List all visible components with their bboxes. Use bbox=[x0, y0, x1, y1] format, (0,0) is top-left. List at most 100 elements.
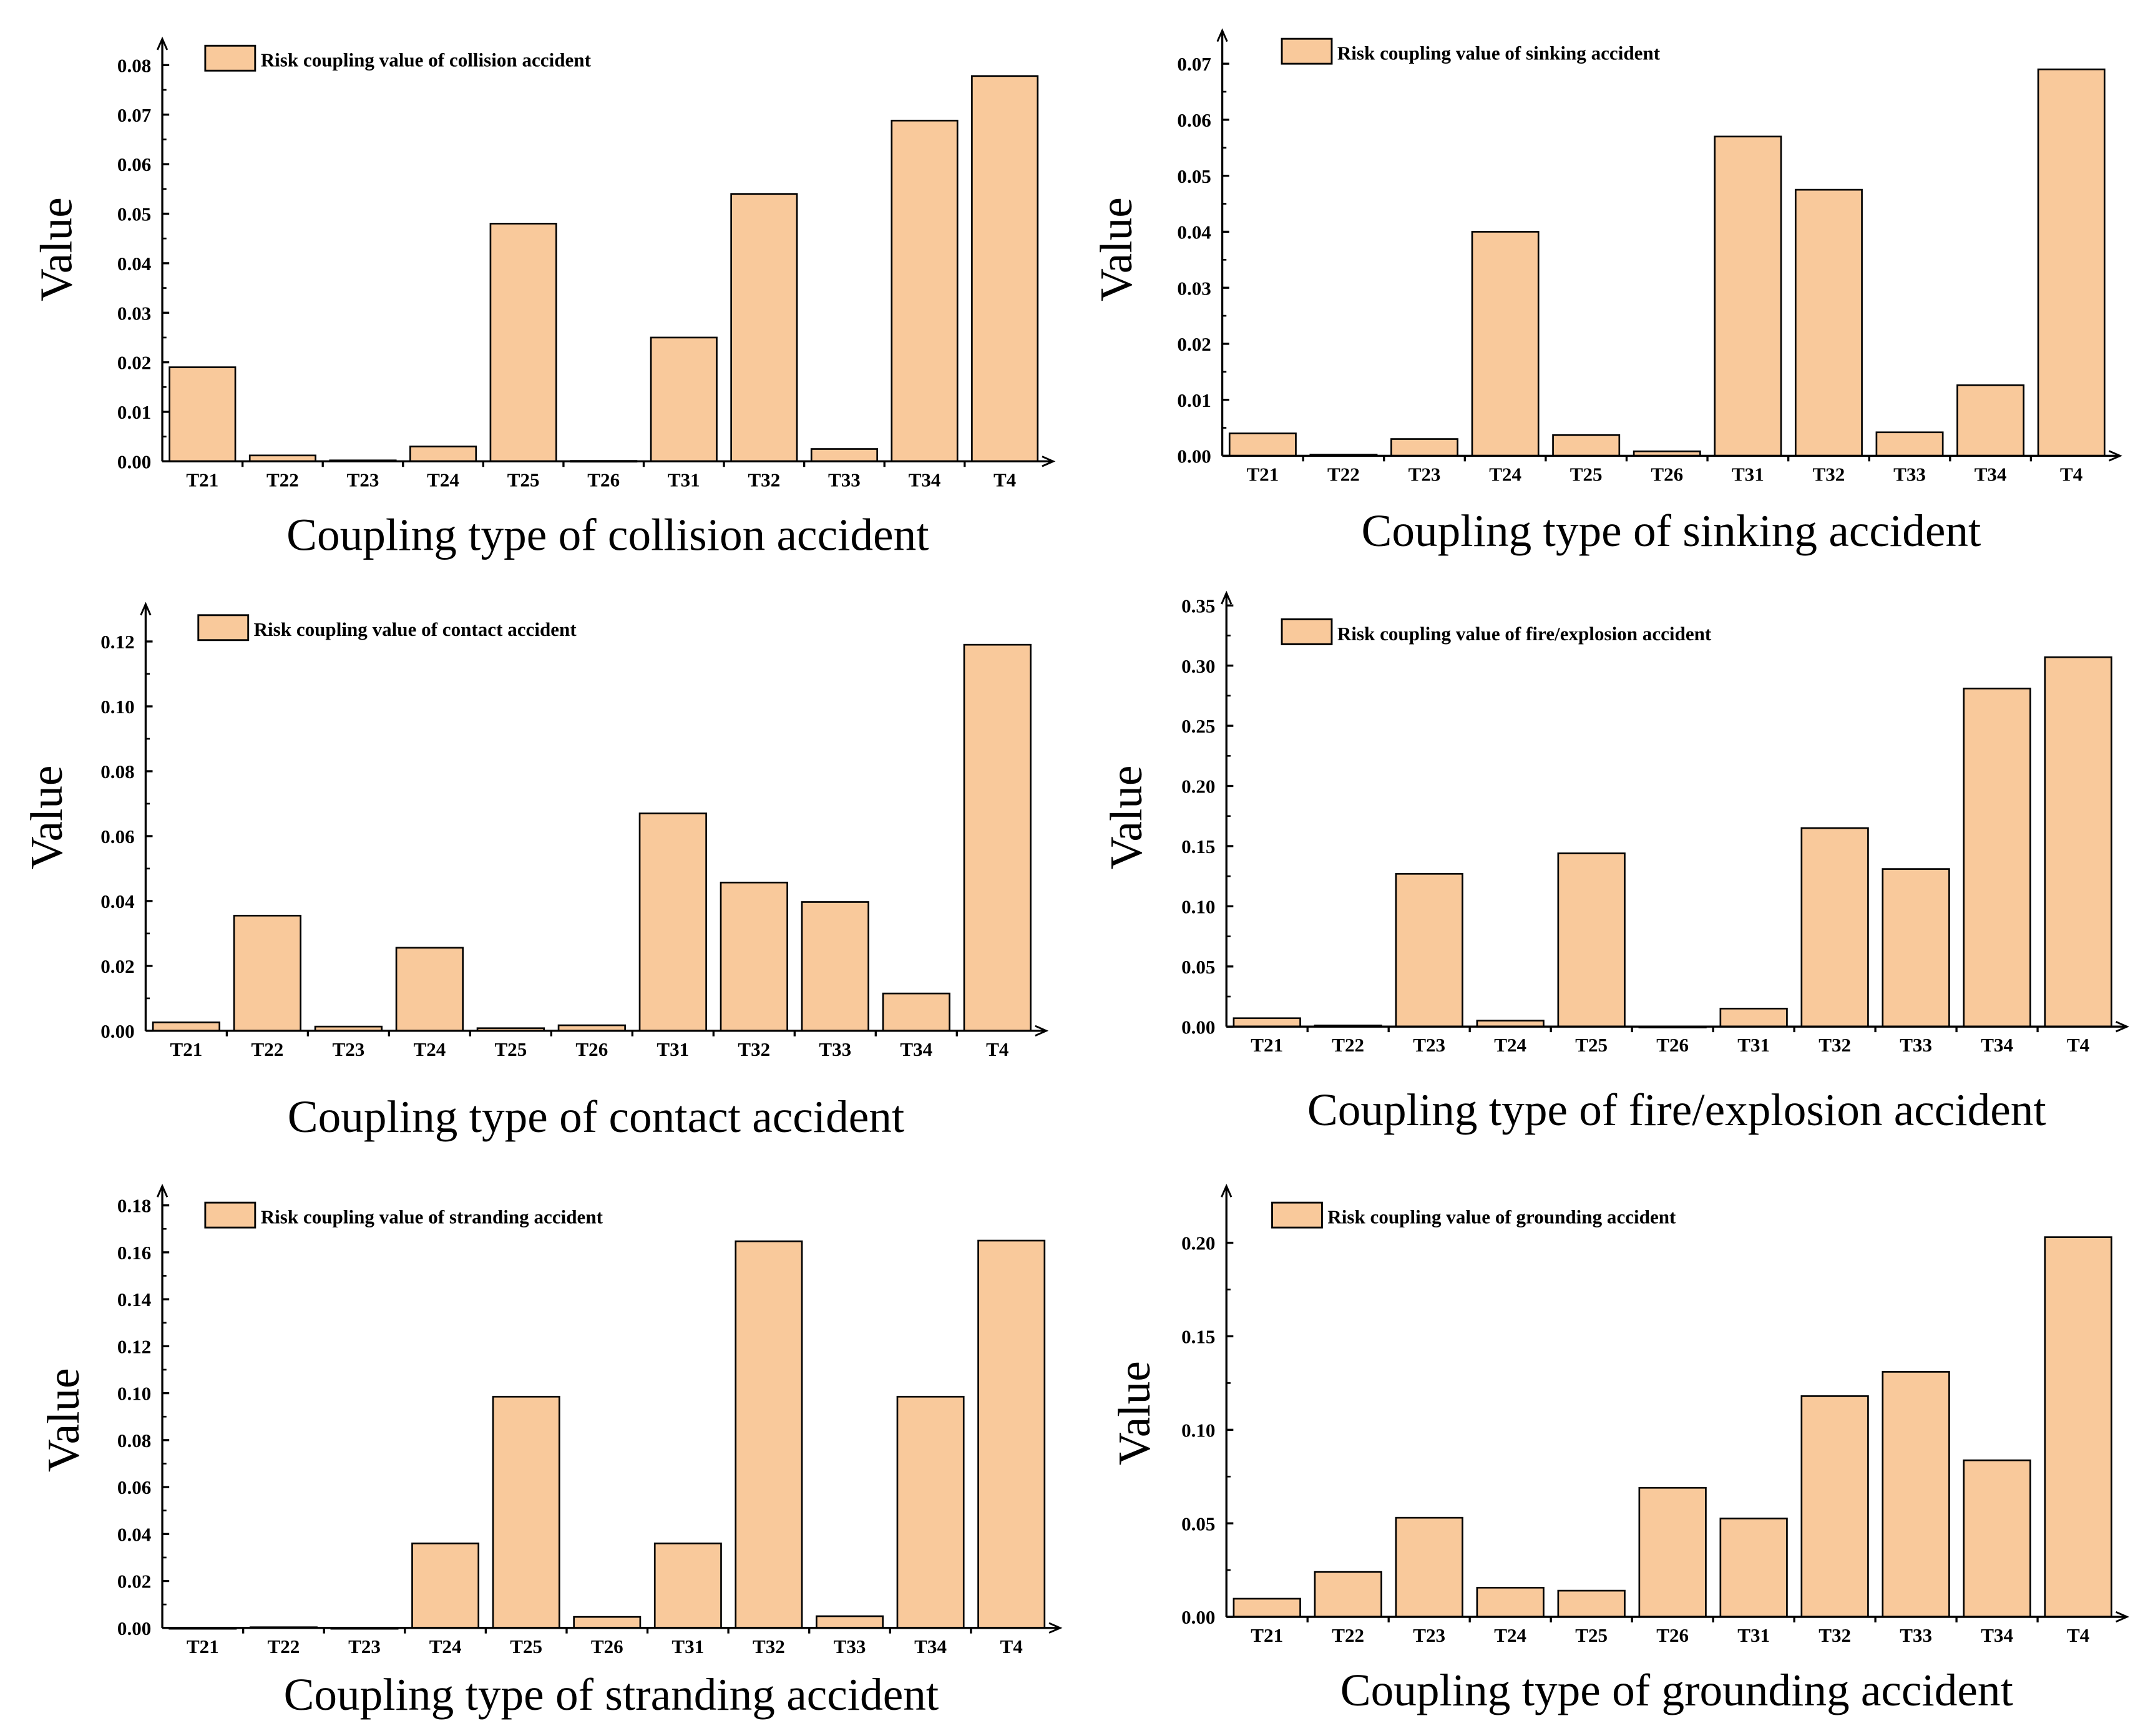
y-axis-arrow-icon bbox=[1216, 28, 1228, 42]
x-axis-title: Coupling type of stranding accident bbox=[284, 1669, 939, 1720]
x-tick-label: T4 bbox=[993, 469, 1016, 490]
bar-T26 bbox=[573, 1616, 642, 1629]
bar-T21 bbox=[1228, 432, 1297, 457]
x-axis-title: Coupling type of contact accident bbox=[288, 1091, 905, 1142]
bar-T21 bbox=[1233, 1017, 1301, 1028]
bar-T22 bbox=[1314, 1571, 1382, 1618]
x-tick-label: T34 bbox=[1981, 1034, 2013, 1056]
x-tick-label: T34 bbox=[909, 469, 941, 490]
x-tick-label: T25 bbox=[507, 469, 540, 490]
x-axis-title: Coupling type of fire/explosion accident bbox=[1307, 1085, 2046, 1135]
y-tick-label: 0.00 bbox=[1181, 1016, 1215, 1038]
y-tick-label: 0.00 bbox=[1177, 446, 1211, 467]
y-axis-arrow-icon bbox=[1221, 590, 1233, 605]
x-tick-label: T22 bbox=[251, 1038, 283, 1060]
bar-T32 bbox=[1800, 827, 1869, 1028]
x-tick-label: T34 bbox=[900, 1038, 932, 1060]
x-tick-label: T23 bbox=[347, 469, 379, 490]
bar-T21 bbox=[168, 366, 237, 462]
legend-label: Risk coupling value of fire/explosion ac… bbox=[1337, 623, 1712, 645]
y-tick-label: 0.06 bbox=[117, 154, 151, 175]
x-tick-label: T32 bbox=[738, 1038, 770, 1060]
y-tick-label: 0.10 bbox=[1181, 1419, 1215, 1441]
chart-panel-5: T21 T22 T23 T24 T25 T26 T31 T32 T33 T34 T4 0.00 0.02… bbox=[38, 1183, 1063, 1720]
y-tick-label: 0.02 bbox=[100, 955, 134, 977]
legend-swatch bbox=[204, 44, 256, 72]
y-tick-label: 0.10 bbox=[1181, 895, 1215, 917]
y-tick-label: 0.02 bbox=[117, 1571, 151, 1592]
x-tick-label: T33 bbox=[819, 1038, 851, 1060]
x-axis-title: Coupling type of grounding accident bbox=[1340, 1665, 2013, 1715]
bar-T24 bbox=[409, 446, 477, 462]
y-tick-label: 0.14 bbox=[117, 1289, 151, 1310]
bar-T25 bbox=[1552, 434, 1621, 457]
bar-T25 bbox=[489, 223, 557, 462]
bar-T34 bbox=[896, 1395, 965, 1629]
y-tick-label: 0.06 bbox=[117, 1476, 151, 1498]
bar-T32 bbox=[1800, 1395, 1869, 1618]
y-axis-arrow-icon bbox=[140, 602, 152, 616]
chart-panel-2: T21 T22 T23 T24 T25 T26 T31 T32 T33 T34 T4 0.00 0.01… bbox=[1091, 28, 2122, 556]
y-tick-label: 0.01 bbox=[117, 401, 151, 423]
bar-T31 bbox=[653, 1543, 722, 1629]
y-tick-label: 0.35 bbox=[1181, 595, 1215, 617]
x-tick-label: T22 bbox=[1332, 1034, 1364, 1056]
x-tick-label: T26 bbox=[591, 1636, 623, 1657]
x-tick-label: T31 bbox=[671, 1636, 704, 1657]
y-tick-label: 0.12 bbox=[100, 631, 134, 653]
y-tick-label: 0.18 bbox=[117, 1195, 151, 1217]
x-tick-label: T33 bbox=[1900, 1034, 1932, 1056]
bar-T34 bbox=[1956, 384, 2025, 457]
x-tick-label: T22 bbox=[268, 1636, 300, 1657]
y-tick-label: 0.05 bbox=[1177, 165, 1211, 187]
y-tick-label: 0.04 bbox=[117, 253, 151, 275]
y-tick-label: 0.03 bbox=[117, 302, 151, 324]
bar-T25 bbox=[1557, 1589, 1626, 1618]
x-tick-label: T33 bbox=[834, 1636, 866, 1657]
y-tick-label: 0.10 bbox=[100, 696, 134, 718]
x-tick-label: T4 bbox=[2067, 1624, 2089, 1646]
x-tick-label: T33 bbox=[1900, 1624, 1932, 1646]
y-tick-label: 0.05 bbox=[1181, 956, 1215, 978]
bar-T23 bbox=[1390, 438, 1458, 457]
bar-T32 bbox=[735, 1240, 803, 1629]
y-tick-label: 0.04 bbox=[1177, 222, 1211, 243]
x-tick-label: T24 bbox=[1494, 1034, 1526, 1056]
y-tick-label: 0.08 bbox=[100, 761, 134, 783]
x-tick-label: T25 bbox=[494, 1038, 527, 1060]
bar-T4 bbox=[2037, 68, 2106, 457]
x-tick-label: T31 bbox=[668, 469, 700, 490]
x-tick-label: T26 bbox=[1651, 463, 1683, 485]
x-tick-label: T32 bbox=[748, 469, 780, 490]
x-axis-arrow-icon bbox=[1048, 1622, 1063, 1634]
bar-T33 bbox=[1875, 431, 1944, 457]
x-tick-label: T23 bbox=[1413, 1034, 1445, 1056]
x-tick-label: T34 bbox=[1975, 463, 2007, 485]
bar-T23 bbox=[1395, 872, 1463, 1028]
bar-T31 bbox=[638, 812, 707, 1032]
x-tick-label: T21 bbox=[170, 1038, 203, 1060]
x-tick-label: T31 bbox=[657, 1038, 689, 1060]
x-tick-label: T26 bbox=[1656, 1034, 1689, 1056]
bar-T4 bbox=[971, 75, 1039, 462]
x-tick-label: T21 bbox=[186, 469, 218, 490]
bar-T34 bbox=[891, 119, 959, 462]
y-tick-label: 0.05 bbox=[1181, 1513, 1215, 1534]
y-tick-label: 0.00 bbox=[117, 451, 151, 472]
x-tick-label: T34 bbox=[1981, 1624, 2013, 1646]
x-axis-arrow-icon bbox=[2108, 450, 2122, 462]
x-tick-label: T22 bbox=[1332, 1624, 1364, 1646]
bar-T25 bbox=[1557, 852, 1626, 1028]
y-tick-label: 0.02 bbox=[117, 352, 151, 374]
bar-T33 bbox=[801, 901, 869, 1032]
legend-swatch bbox=[197, 614, 250, 641]
legend-label: Risk coupling value of contact accident bbox=[254, 618, 577, 640]
legend-swatch bbox=[1281, 37, 1333, 65]
x-tick-label: T23 bbox=[348, 1636, 381, 1657]
legend-label: Risk coupling value of grounding acciden… bbox=[1327, 1206, 1676, 1227]
x-tick-label: T34 bbox=[914, 1636, 947, 1657]
legend-swatch bbox=[1271, 1201, 1323, 1229]
x-tick-label: T26 bbox=[587, 469, 620, 490]
y-tick-label: 0.06 bbox=[1177, 109, 1211, 131]
